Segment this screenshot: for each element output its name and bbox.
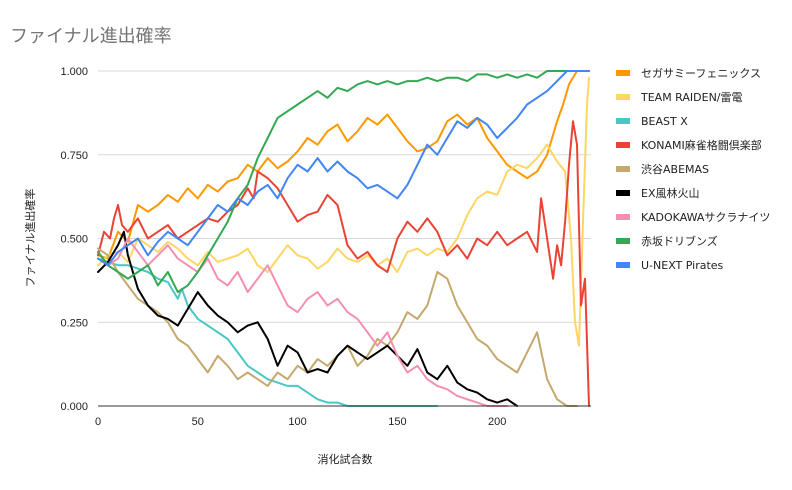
- series-line: [97, 76, 590, 347]
- series-line: [97, 120, 590, 407]
- legend-label: KONAMI麻雀格闘倶楽部: [641, 138, 762, 152]
- legend-swatch: [616, 142, 630, 148]
- x-tick-label: 100: [288, 416, 306, 428]
- series-line: [97, 237, 509, 407]
- series-line: [97, 70, 590, 294]
- legend-item: 渋谷ABEMAS: [616, 163, 709, 176]
- legend-item: BEAST X: [616, 115, 688, 128]
- y-axis-ticks: 0.000 0.250 0.500 0.750 1.000: [60, 66, 88, 413]
- series-line: [97, 247, 578, 407]
- legend-swatch: [616, 70, 630, 76]
- legend-label: U-NEXT Pirates: [641, 259, 724, 272]
- series-lines: [97, 70, 590, 407]
- legend-swatch: [616, 262, 630, 268]
- legend-item: セガサミーフェニックス: [616, 67, 761, 80]
- x-tick-label: 150: [388, 416, 406, 428]
- legend-item: KADOKAWAサクラナイツ: [616, 211, 770, 224]
- y-tick-label: 0.250: [60, 317, 88, 329]
- legend-item: TEAM RAIDEN/雷電: [616, 91, 743, 104]
- legend-swatch: [616, 190, 630, 196]
- legend-label: 赤坂ドリブンズ: [641, 234, 718, 248]
- legend-label: BEAST X: [641, 115, 688, 128]
- series-line: [97, 70, 590, 260]
- y-tick-label: 1.000: [60, 66, 88, 78]
- series-line: [97, 230, 519, 407]
- legend-label: 渋谷ABEMAS: [641, 163, 709, 176]
- legend-label: TEAM RAIDEN/雷電: [640, 91, 743, 104]
- legend-label: セガサミーフェニックス: [641, 67, 761, 80]
- y-tick-label: 0.750: [60, 150, 88, 162]
- legend-swatch: [616, 238, 630, 244]
- legend-item: 赤坂ドリブンズ: [616, 234, 718, 248]
- x-axis-ticks: 0 50 100 150 200: [95, 416, 506, 428]
- legend: セガサミーフェニックス TEAM RAIDEN/雷電 BEAST X KONAMI麻雀…: [616, 67, 770, 272]
- legend-item: KONAMI麻雀格闘倶楽部: [616, 138, 762, 152]
- gridlines: [98, 70, 591, 323]
- legend-swatch: [616, 166, 630, 172]
- y-tick-label: 0.000: [60, 401, 88, 413]
- x-axis-title: 消化試合数: [318, 452, 373, 466]
- x-tick-label: 50: [192, 416, 204, 428]
- legend-item: U-NEXT Pirates: [616, 259, 724, 272]
- chart-title: ファイナル進出確率: [10, 26, 172, 47]
- series-line: [97, 70, 590, 267]
- y-tick-label: 0.500: [60, 234, 88, 246]
- legend-item: EX風林火山: [616, 186, 700, 200]
- x-tick-label: 0: [95, 416, 101, 428]
- legend-swatch: [616, 118, 630, 124]
- legend-label: KADOKAWAサクラナイツ: [641, 211, 770, 224]
- legend-swatch: [616, 214, 630, 220]
- legend-label: EX風林火山: [641, 186, 700, 200]
- legend-swatch: [616, 94, 630, 100]
- y-axis-title: ファイナル進出確率: [23, 189, 37, 288]
- x-tick-label: 200: [488, 416, 506, 428]
